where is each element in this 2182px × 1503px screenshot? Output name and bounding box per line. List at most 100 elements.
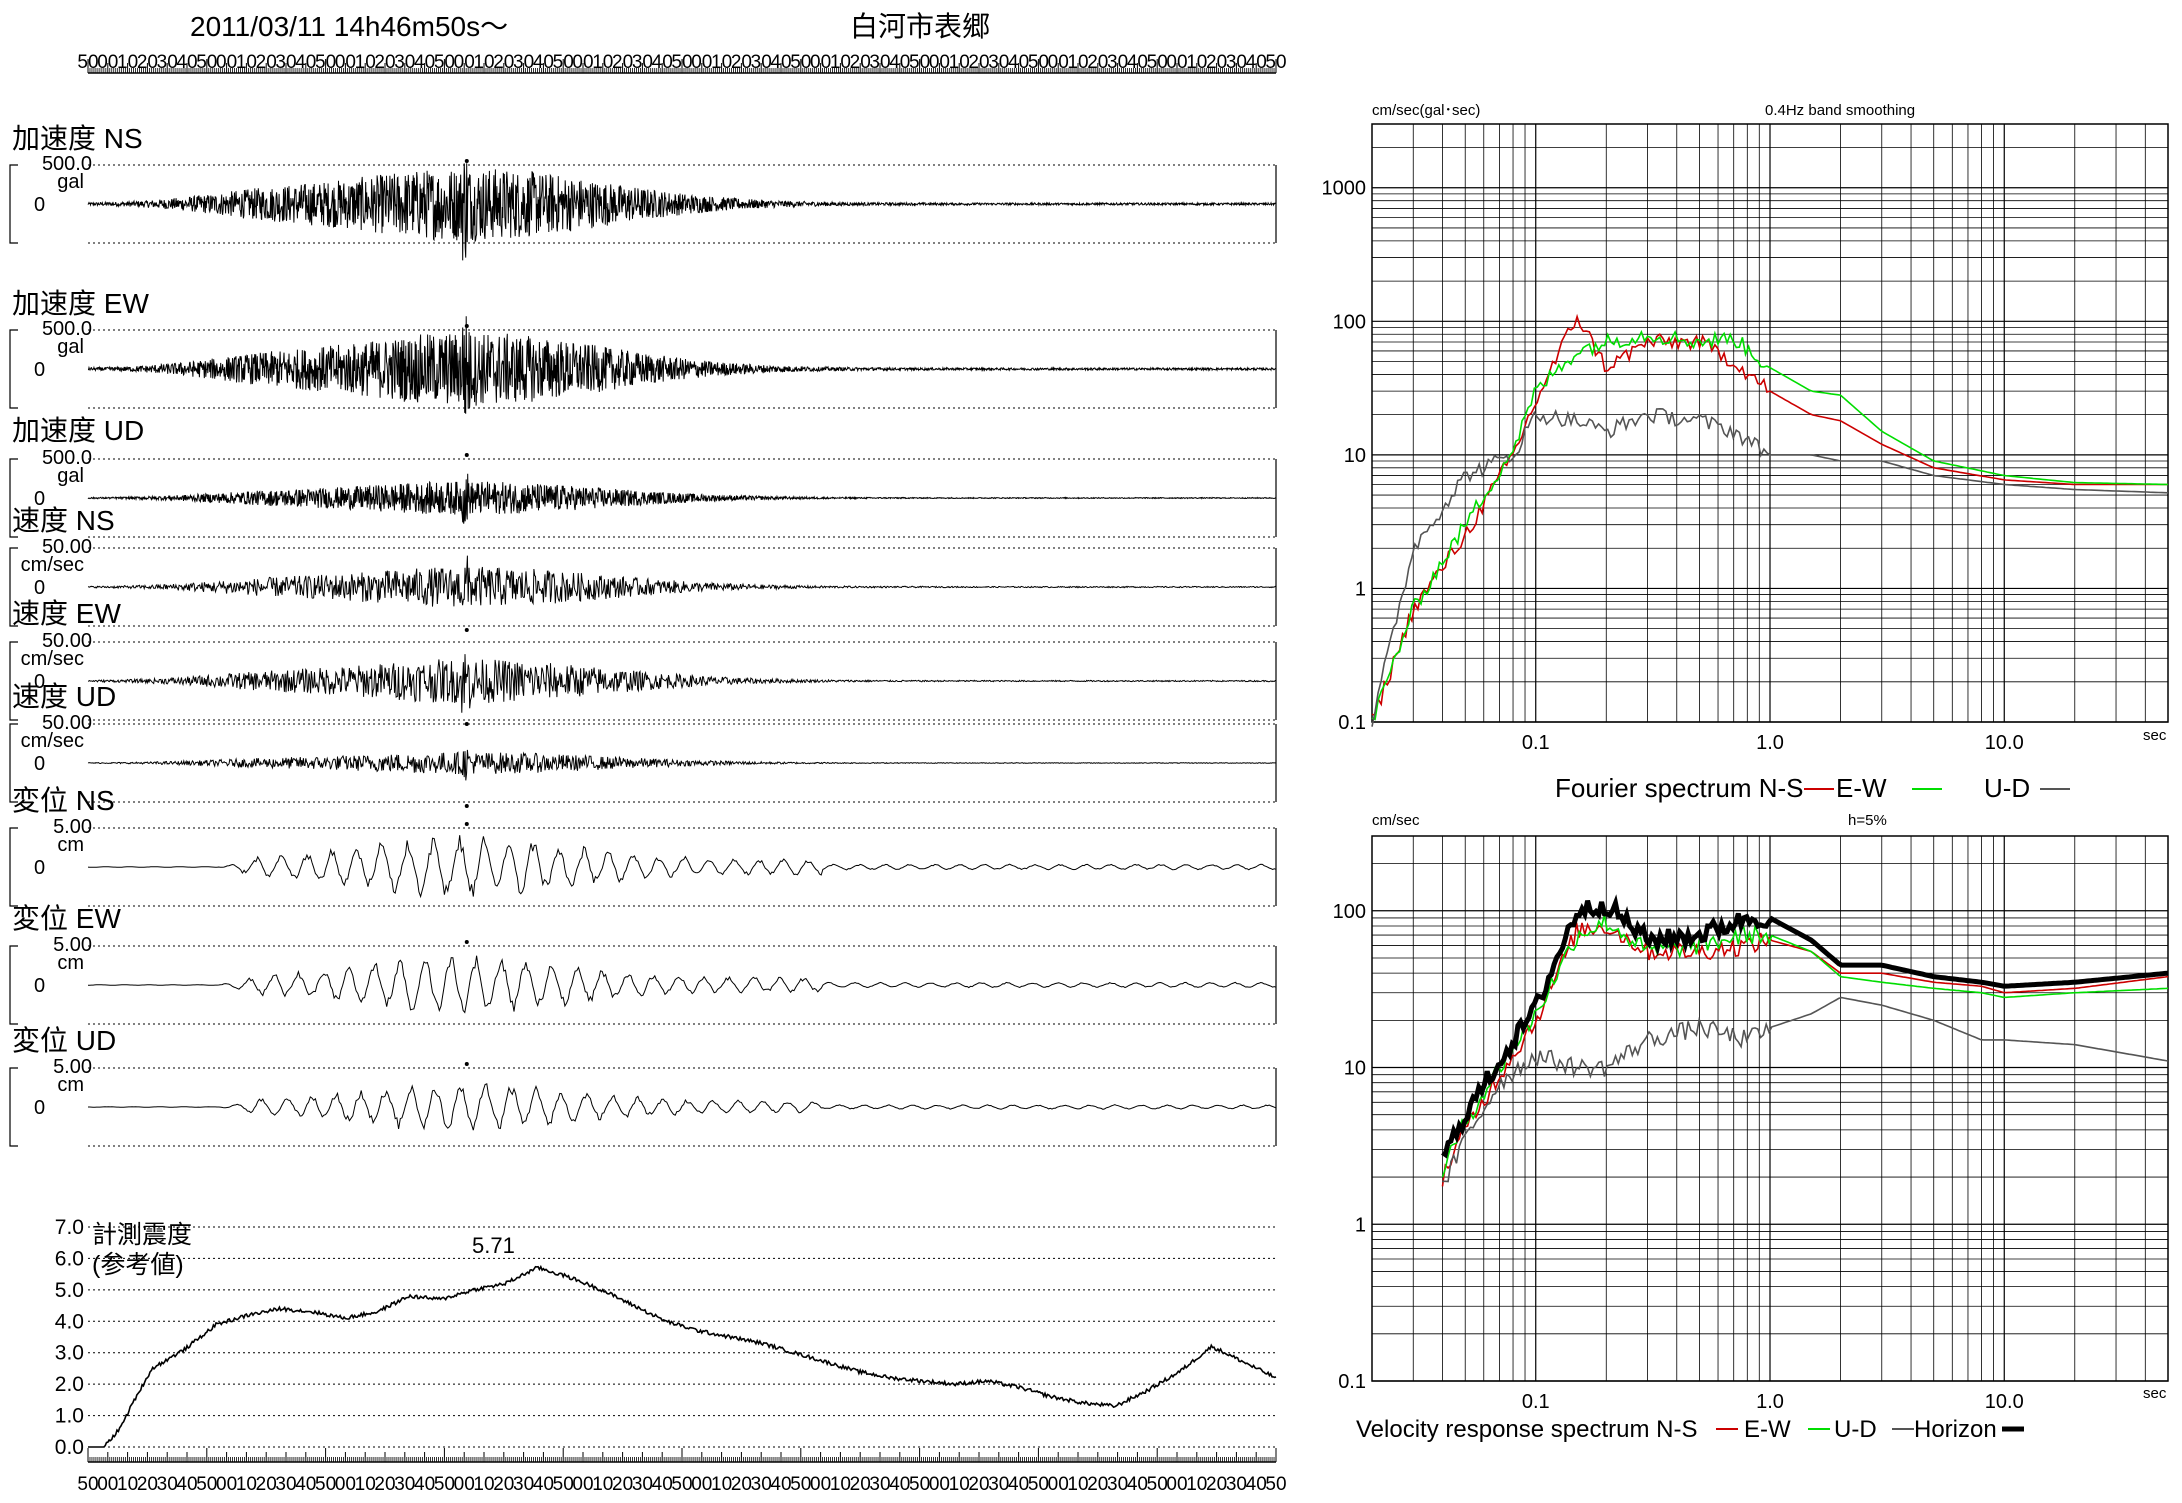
scale-value: 50.00 [42,536,92,558]
time-tick-label: 10 [711,1474,732,1495]
time-tick-label: 40 [414,52,435,73]
y-tick-label: 0.1 [1338,1371,1366,1393]
scale-value: 5.00 [53,1056,92,1078]
time-tick-label: 50 [196,1474,217,1495]
time-tick-label: 50 [77,1474,98,1495]
time-tick-label: 10 [949,52,970,73]
time-tick-label: 30 [632,52,653,73]
scale-value: 50.00 [42,712,92,734]
waveform-label: 加速度 UD [12,415,144,446]
scale-value: 500.0 [42,447,92,469]
y-tick-label: 1 [1355,578,1366,600]
time-tick-label: 10 [949,1474,970,1495]
time-tick-label: 20 [850,52,871,73]
time-tick-label: 50 [909,52,930,73]
time-tick-label: 00 [97,1474,118,1495]
scale-value: 500.0 [42,153,92,175]
time-tick-label: 00 [810,1474,831,1495]
response-note: h=5% [1848,812,1887,829]
y-tick-label: 100 [1333,311,1366,333]
time-tick-label: 10 [236,1474,257,1495]
x-tick-label: 1.0 [1756,1391,1784,1413]
waveform-label: 変位 EW [12,903,121,934]
time-tick-label: 00 [1166,1474,1187,1495]
time-tick-label: 10 [473,1474,494,1495]
time-tick-label: 40 [770,1474,791,1495]
time-tick-label: 10 [1067,52,1088,73]
time-tick-label: 00 [929,52,950,73]
time-tick-label: 00 [572,1474,593,1495]
waveform-trace [87,316,1277,414]
time-tick-label: 00 [572,52,593,73]
time-tick-label: 40 [533,52,554,73]
time-tick-label: 10 [830,1474,851,1495]
time-tick-label: 10 [236,52,257,73]
fourier-xunit: sec [2143,727,2167,744]
time-tick-label: 20 [731,1474,752,1495]
time-tick-label: 40 [1127,1474,1148,1495]
time-tick-label: 40 [295,52,316,73]
legend-label: U-D [1834,1416,1877,1443]
x-tick-label: 10.0 [1985,1391,2024,1413]
time-tick-label: 40 [533,1474,554,1495]
intensity-tick-label: 6.0 [55,1247,84,1270]
time-tick-label: 50 [553,52,574,73]
time-tick-label: 30 [275,52,296,73]
time-tick-label: 10 [117,1474,138,1495]
time-tick-label: 10 [473,52,494,73]
waveform-trace [88,955,1277,1014]
waveform-label: 加速度 NS [12,123,143,154]
scale-unit: gal [57,171,84,193]
time-tick-label: 40 [414,1474,435,1495]
intensity-tick-label: 0.0 [55,1436,84,1459]
time-tick-label: 30 [869,52,890,73]
legend-label: Horizon [1914,1416,1997,1443]
response-xunit: sec [2143,1385,2167,1402]
time-tick-label: 40 [176,52,197,73]
time-tick-label: 50 [196,52,217,73]
station-name: 白河市表郷 [850,11,990,42]
time-tick-label: 50 [671,52,692,73]
peak-marker [464,1062,469,1066]
time-tick-label: 50 [909,1474,930,1495]
panel-bracket [9,164,18,244]
time-tick-label: 30 [1107,52,1128,73]
time-tick-label: 50 [434,52,455,73]
time-tick-label: 10 [830,52,851,73]
time-tick-label: 10 [592,52,613,73]
time-tick-label: 20 [137,52,158,73]
bottom-time-axis: 5000102030405000102030405000102030405000… [77,1448,1287,1495]
intensity-tick-label: 4.0 [55,1310,84,1333]
time-tick-label: 20 [968,1474,989,1495]
time-tick-label: 20 [612,1474,633,1495]
x-tick-label: 1.0 [1756,732,1784,754]
scale-value: 5.00 [53,816,92,838]
panel-bracket [9,458,18,538]
zero-label: 0 [34,488,45,510]
time-tick-label: 00 [454,52,475,73]
time-tick-label: 40 [889,1474,910,1495]
peak-marker [464,940,469,944]
time-tick-label: 50 [1028,52,1049,73]
y-tick-label: 100 [1333,901,1366,923]
intensity-tick-label: 3.0 [55,1342,84,1365]
x-tick-label: 10.0 [1985,732,2024,754]
time-tick-label: 20 [731,52,752,73]
time-tick-label: 00 [1048,52,1069,73]
intensity-plot: 計測震度 (参考値) 5.71 7.0 6.0 5.0 4.0 3.0 2.0 1.0 0.0 [55,1216,1277,1459]
time-tick-label: 00 [335,1474,356,1495]
time-tick-label: 10 [355,1474,376,1495]
time-tick-label: 20 [968,52,989,73]
time-tick-label: 20 [1206,1474,1227,1495]
time-tick-label: 40 [1246,52,1267,73]
time-tick-label: 00 [810,52,831,73]
time-tick-label: 20 [1206,52,1227,73]
time-tick-label: 40 [1246,1474,1267,1495]
intensity-tick-label: 7.0 [55,1216,84,1239]
time-tick-label: 30 [275,1474,296,1495]
series-line-ud [1371,407,2169,727]
